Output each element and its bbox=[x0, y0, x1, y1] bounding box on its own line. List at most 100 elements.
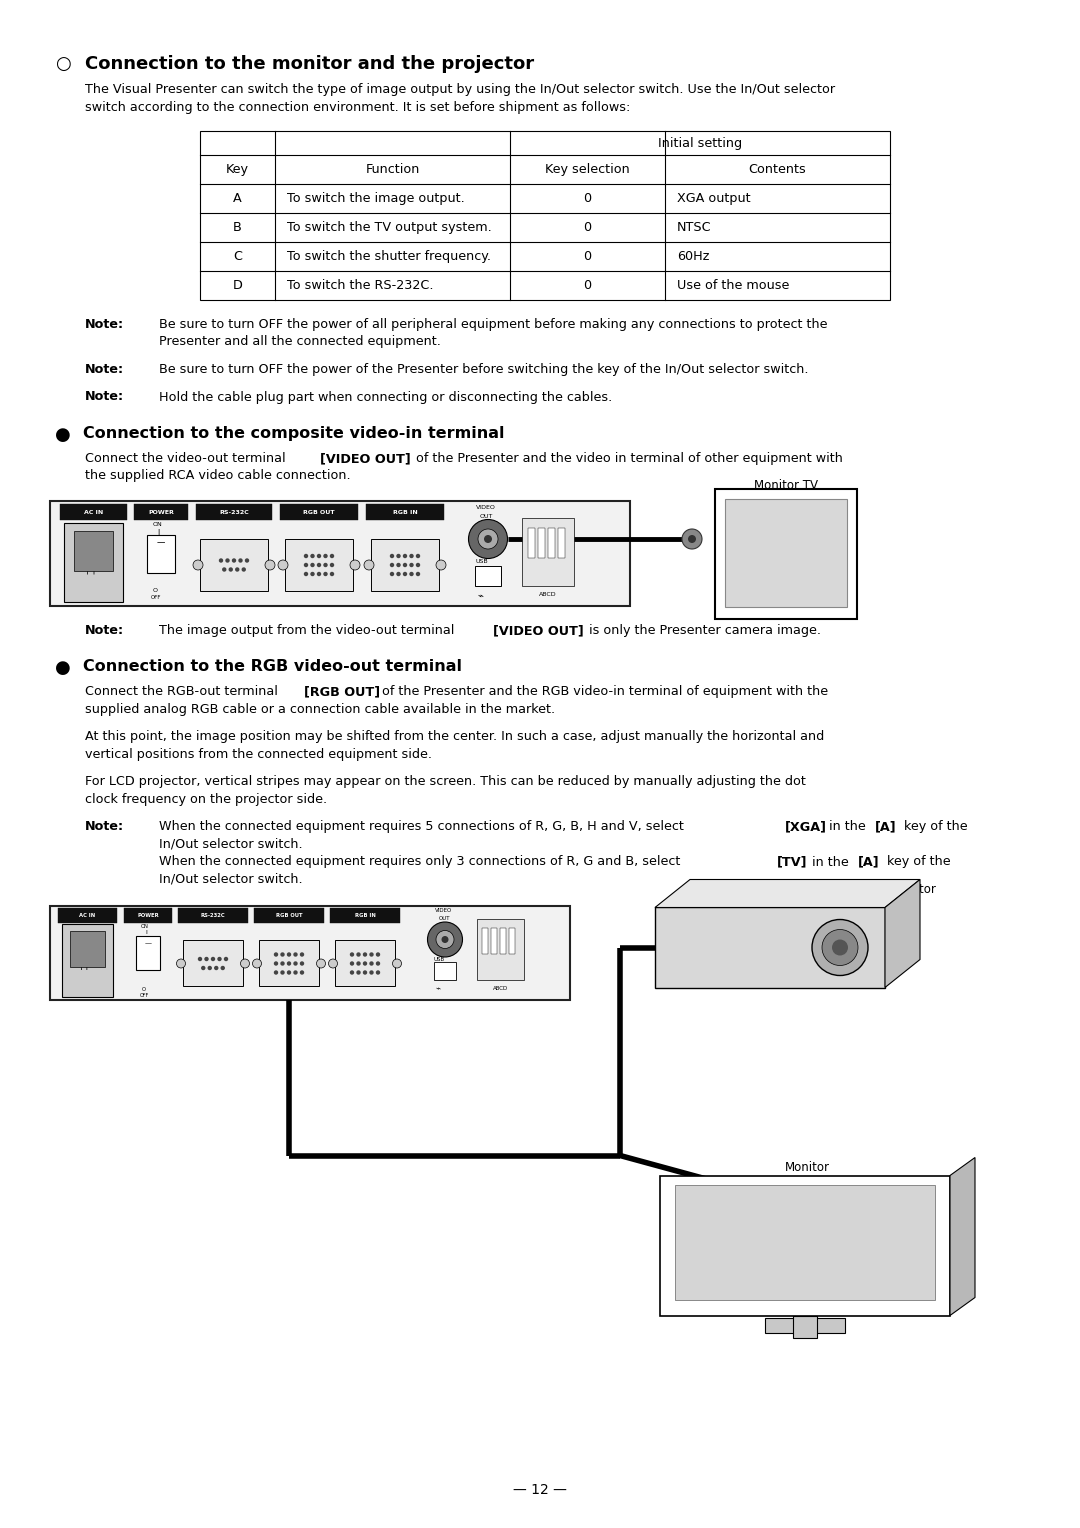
Bar bbox=[715, 489, 858, 619]
Bar bbox=[285, 539, 353, 591]
Circle shape bbox=[310, 562, 314, 567]
Circle shape bbox=[376, 952, 380, 957]
Text: RGB OUT: RGB OUT bbox=[303, 509, 335, 515]
Circle shape bbox=[416, 571, 420, 576]
Bar bbox=[147, 535, 175, 573]
Circle shape bbox=[310, 553, 314, 558]
Circle shape bbox=[350, 952, 354, 957]
Text: — 12 —: — 12 — bbox=[513, 1484, 567, 1497]
Circle shape bbox=[356, 970, 361, 975]
Text: 0: 0 bbox=[583, 222, 592, 234]
Circle shape bbox=[822, 929, 858, 966]
Polygon shape bbox=[885, 880, 920, 987]
Text: Note:: Note: bbox=[85, 623, 124, 637]
Text: AC IN: AC IN bbox=[79, 914, 96, 918]
Text: Connection to the composite video-in terminal: Connection to the composite video-in ter… bbox=[83, 426, 504, 442]
Text: XGA output: XGA output bbox=[677, 193, 751, 205]
Text: | |: | | bbox=[85, 564, 95, 573]
Circle shape bbox=[211, 957, 215, 961]
Circle shape bbox=[193, 559, 203, 570]
Circle shape bbox=[316, 562, 321, 567]
Text: Note:: Note: bbox=[85, 364, 124, 376]
Circle shape bbox=[281, 970, 285, 975]
Polygon shape bbox=[660, 1175, 950, 1316]
Circle shape bbox=[287, 961, 292, 966]
Circle shape bbox=[300, 952, 305, 957]
Circle shape bbox=[323, 553, 327, 558]
Text: 60Hz: 60Hz bbox=[677, 251, 710, 263]
Text: RGB IN: RGB IN bbox=[393, 509, 417, 515]
Circle shape bbox=[300, 970, 305, 975]
Circle shape bbox=[428, 921, 462, 957]
Text: Monitor: Monitor bbox=[785, 1161, 831, 1175]
Bar bbox=[50, 906, 570, 1001]
Circle shape bbox=[222, 567, 227, 571]
Text: vertical positions from the connected equipment side.: vertical positions from the connected eq… bbox=[85, 749, 432, 761]
Bar bbox=[200, 131, 890, 299]
Circle shape bbox=[300, 961, 305, 966]
Text: [VIDEO OUT]: [VIDEO OUT] bbox=[320, 452, 410, 465]
Circle shape bbox=[232, 558, 237, 562]
Text: To switch the TV output system.: To switch the TV output system. bbox=[287, 222, 491, 234]
Text: clock frequency on the projector side.: clock frequency on the projector side. bbox=[85, 793, 327, 805]
Text: In/Out selector switch.: In/Out selector switch. bbox=[156, 837, 302, 851]
Circle shape bbox=[176, 960, 186, 969]
Text: USB: USB bbox=[475, 559, 488, 564]
Text: Connection to the RGB video-out terminal: Connection to the RGB video-out terminal bbox=[83, 660, 462, 674]
Circle shape bbox=[442, 937, 448, 943]
Text: C: C bbox=[233, 251, 242, 263]
Text: ON: ON bbox=[153, 523, 163, 527]
Text: VIDEO: VIDEO bbox=[476, 504, 496, 510]
Circle shape bbox=[390, 571, 394, 576]
Polygon shape bbox=[950, 1158, 975, 1316]
Circle shape bbox=[219, 558, 224, 562]
Text: POWER: POWER bbox=[137, 914, 159, 918]
Text: Contents: Contents bbox=[748, 163, 807, 176]
Text: key of the: key of the bbox=[900, 821, 968, 833]
Bar bbox=[765, 1317, 845, 1332]
Circle shape bbox=[265, 559, 275, 570]
Circle shape bbox=[403, 562, 407, 567]
Circle shape bbox=[294, 970, 298, 975]
Circle shape bbox=[281, 952, 285, 957]
Bar bbox=[528, 529, 535, 558]
Text: Key selection: Key selection bbox=[545, 163, 630, 176]
Circle shape bbox=[363, 961, 367, 966]
Circle shape bbox=[369, 952, 374, 957]
Circle shape bbox=[416, 553, 420, 558]
Circle shape bbox=[390, 553, 394, 558]
Text: OFF: OFF bbox=[151, 594, 162, 601]
Circle shape bbox=[436, 559, 446, 570]
Text: POWER: POWER bbox=[148, 509, 174, 515]
Bar bbox=[725, 500, 847, 607]
Bar bbox=[259, 941, 319, 987]
Circle shape bbox=[204, 957, 208, 961]
Text: is only the Presenter camera image.: is only the Presenter camera image. bbox=[585, 623, 821, 637]
Circle shape bbox=[274, 961, 279, 966]
Bar bbox=[475, 565, 501, 587]
Text: Presenter and all the connected equipment.: Presenter and all the connected equipmen… bbox=[156, 336, 441, 348]
Circle shape bbox=[198, 957, 202, 961]
Text: ○: ○ bbox=[55, 55, 71, 73]
Circle shape bbox=[484, 535, 492, 542]
Text: Be sure to turn OFF the power of the Presenter before switching the key of the I: Be sure to turn OFF the power of the Pre… bbox=[156, 364, 809, 376]
Bar bbox=[509, 927, 515, 953]
Circle shape bbox=[403, 553, 407, 558]
Circle shape bbox=[281, 961, 285, 966]
Circle shape bbox=[376, 961, 380, 966]
Text: Use of the mouse: Use of the mouse bbox=[677, 280, 789, 292]
Bar bbox=[280, 504, 357, 520]
Bar bbox=[434, 963, 456, 981]
Text: the supplied RCA video cable connection.: the supplied RCA video cable connection. bbox=[85, 469, 351, 483]
Circle shape bbox=[278, 559, 288, 570]
Text: 0: 0 bbox=[583, 280, 592, 292]
Bar bbox=[136, 937, 160, 970]
Circle shape bbox=[396, 562, 401, 567]
Text: To switch the shutter frequency.: To switch the shutter frequency. bbox=[287, 251, 491, 263]
Bar bbox=[50, 501, 630, 607]
Circle shape bbox=[207, 966, 212, 970]
Circle shape bbox=[363, 952, 367, 957]
Circle shape bbox=[329, 553, 334, 558]
Bar bbox=[60, 504, 127, 520]
Circle shape bbox=[409, 571, 414, 576]
